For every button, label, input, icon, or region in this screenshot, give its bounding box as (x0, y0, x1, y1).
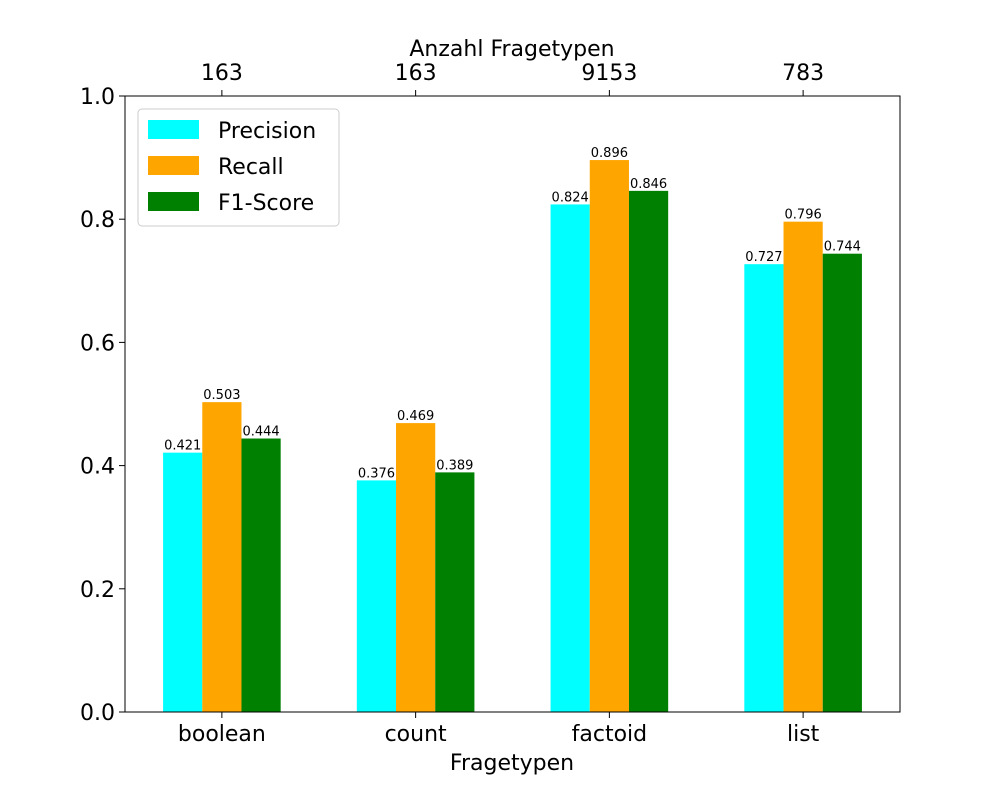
data-labels-layer: 0.421 0.503 0.444 0.376 0.469 0.389 0.824 0.896… (164, 146, 861, 481)
x-tick-label-factoid: factoid (572, 722, 648, 747)
bar-precision-count (356, 480, 397, 712)
data-label-precision-list: 0.727 (745, 250, 782, 265)
x-tick-label-count: count (385, 722, 447, 747)
y-tick-label: 0.6 (80, 331, 115, 356)
bar-recall-count (396, 423, 436, 712)
bar-precision-factoid (550, 204, 590, 713)
y-tick-label: 0.4 (80, 455, 115, 480)
data-label-precision-count: 0.376 (358, 466, 395, 481)
legend-swatch-precision (148, 120, 199, 139)
legend-label-recall: Recall (218, 155, 284, 180)
bar-recall-boolean (202, 402, 242, 712)
y-tick-label: 0.8 (80, 208, 115, 233)
x-tick-label-list: list (787, 722, 820, 747)
legend: Precision Recall F1-Score (137, 108, 340, 227)
axes-layer: boolean 163 count 163 factoid 9153 list 783 0.0 0… (80, 61, 824, 747)
data-label-recall-count: 0.469 (397, 409, 434, 424)
top-tick-label-count: 163 (395, 61, 437, 86)
legend-label-f1-score: F1-Score (218, 191, 314, 216)
bar-precision-boolean (163, 452, 203, 712)
data-label-precision-boolean: 0.421 (164, 439, 201, 454)
legend-swatch-recall (148, 156, 199, 175)
data-label-recall-boolean: 0.503 (203, 388, 240, 403)
y-tick-label: 0.2 (80, 578, 115, 603)
top-axis-title: Anzahl Fragetypen (409, 37, 614, 62)
data-label-f1-score-count: 0.389 (436, 458, 473, 473)
data-label-f1-score-boolean: 0.444 (242, 425, 279, 440)
data-label-precision-factoid: 0.824 (552, 190, 589, 205)
legend-label-precision: Precision (218, 119, 316, 144)
bar-recall-list (783, 221, 823, 712)
data-label-f1-score-factoid: 0.846 (630, 177, 667, 192)
x-tick-label-boolean: boolean (178, 722, 266, 747)
data-label-recall-list: 0.796 (785, 208, 822, 223)
bar-f1-score-list (822, 253, 862, 712)
data-label-f1-score-list: 0.744 (824, 240, 861, 255)
top-tick-label-factoid: 9153 (581, 61, 637, 86)
top-tick-label-boolean: 163 (201, 61, 243, 86)
top-tick-label-list: 783 (782, 61, 824, 86)
bar-f1-score-factoid (628, 190, 669, 713)
x-axis-title: Fragetypen (450, 751, 574, 776)
legend-items: Precision Recall F1-Score (148, 119, 316, 216)
data-label-recall-factoid: 0.896 (591, 146, 628, 161)
legend-swatch-f1-score (148, 192, 199, 211)
bar-f1-score-count (435, 472, 475, 712)
bar-f1-score-boolean (241, 438, 281, 712)
bars-layer (163, 160, 862, 713)
y-tick-label: 1.0 (80, 85, 115, 110)
plot-frame (124, 95, 901, 713)
bar-recall-factoid (589, 160, 629, 712)
y-tick-label: 0.0 (80, 701, 115, 726)
bar-precision-list (744, 264, 784, 712)
